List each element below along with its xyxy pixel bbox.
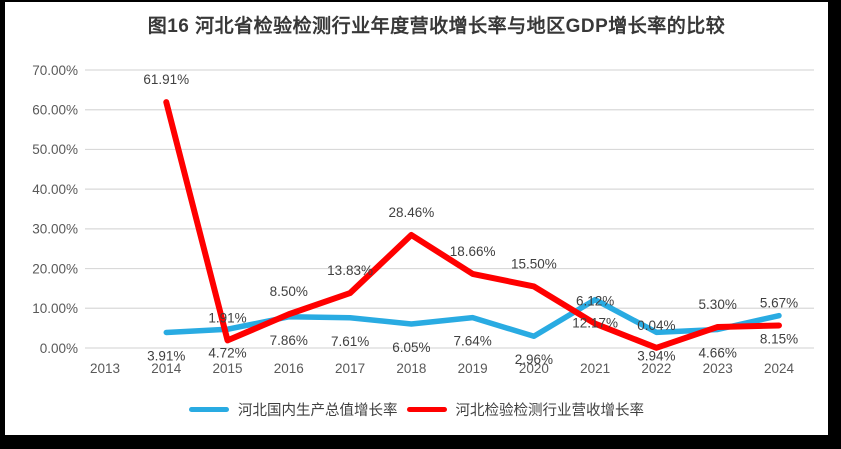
y-axis-tick-label: 60.00%	[32, 103, 78, 118]
revenue-growth-line	[163, 99, 782, 351]
y-axis-tick-label: 50.00%	[32, 142, 78, 157]
chart-title: 图16 河北省检验检测行业年度营收增长率与地区GDP增长率的比较	[147, 16, 726, 37]
legend-item-gdp-growth: 河北国内生产总值增长率	[189, 399, 398, 420]
x-axis-tick-label: 2013	[90, 361, 120, 376]
data-label: 4.72%	[208, 345, 246, 360]
gdp-growth-line	[163, 296, 782, 339]
legend-label-revenue-growth: 河北检验检测行业营收增长率	[455, 402, 645, 419]
data-label: 15.50%	[511, 256, 557, 271]
data-label: 61.91%	[143, 72, 189, 87]
x-axis-tick-label: 2023	[703, 361, 733, 376]
data-label: 18.66%	[450, 244, 496, 259]
data-label: 5.67%	[760, 295, 798, 310]
y-axis-tick-label: 70.00%	[32, 63, 78, 78]
gdp-line-swatch	[189, 406, 229, 412]
data-label: 7.61%	[331, 334, 369, 349]
x-axis-tick-label: 2017	[335, 361, 365, 376]
x-axis-tick-label: 2018	[396, 361, 426, 376]
y-axis-tick-label: 10.00%	[32, 301, 78, 316]
data-label: 3.94%	[637, 348, 675, 363]
data-label: 0.04%	[637, 318, 675, 333]
data-label: 8.15%	[760, 332, 798, 347]
x-axis-tick-label: 2022	[641, 361, 671, 376]
x-axis-tick-label: 2019	[458, 361, 488, 376]
data-label: 12.17%	[572, 316, 618, 331]
data-label: 1.91%	[208, 310, 246, 325]
data-label: 8.50%	[270, 284, 308, 299]
x-axis-tick-label: 2016	[274, 361, 304, 376]
revenue-line-swatch	[406, 406, 447, 412]
data-label: 2.96%	[515, 352, 553, 367]
data-label: 7.86%	[270, 333, 308, 348]
legend-item-revenue-growth: 河北检验检测行业营收增长率	[406, 399, 645, 420]
x-axis-tick-label: 2015	[213, 361, 243, 376]
y-axis-tick-label: 0.00%	[40, 341, 78, 356]
chart-canvas	[5, 2, 828, 435]
y-axis-tick-label: 20.00%	[32, 261, 78, 276]
data-label: 6.12%	[576, 294, 614, 309]
chart-legend: 河北国内生产总值增长率 河北检验检测行业营收增长率	[5, 397, 828, 421]
data-label: 7.64%	[453, 334, 491, 349]
data-label: 28.46%	[388, 205, 434, 220]
y-axis-tick-label: 30.00%	[32, 222, 78, 237]
data-label: 6.05%	[392, 340, 430, 355]
data-label: 4.66%	[699, 345, 737, 360]
x-axis-tick-label: 2021	[580, 361, 610, 376]
legend-label-gdp-growth: 河北国内生产总值增长率	[238, 402, 398, 419]
data-label: 5.30%	[699, 297, 737, 312]
x-axis-tick-label: 2024	[764, 361, 795, 376]
x-axis-tick-label: 2014	[151, 361, 182, 376]
x-axis-tick-label: 2020	[519, 361, 549, 376]
y-axis-tick-label: 40.00%	[32, 182, 78, 197]
data-label: 3.91%	[147, 348, 185, 363]
data-label: 13.83%	[327, 263, 373, 278]
